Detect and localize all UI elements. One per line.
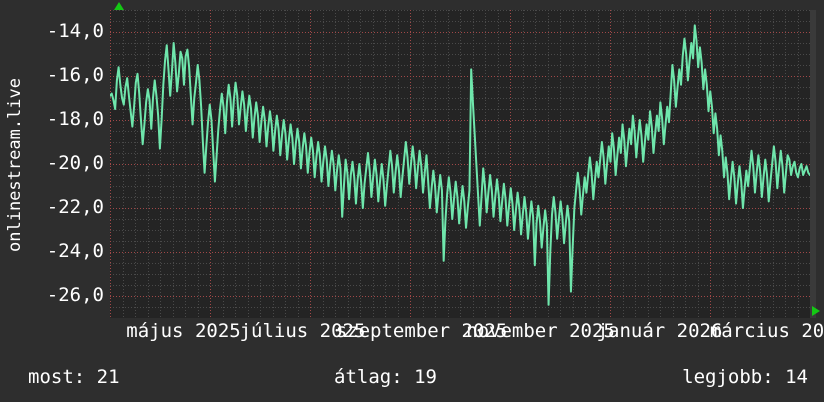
y-tick-label: -16,0 [46,64,104,86]
y-tick-label: -18,0 [46,108,104,130]
x-tick-label: július 2025 [239,320,366,342]
y-axis-arrow-icon [114,2,124,10]
y-tick-label: -24,0 [46,240,104,262]
grid-lines [110,10,810,318]
stats-footer: most: 21 átlag: 19 legjobb: 14 [0,358,824,402]
x-tick-label: január 2026 [596,320,723,342]
data-series-line [110,24,810,306]
x-tick-label: március 2026 [709,320,824,342]
y-tick-label: -20,0 [46,152,104,174]
stat-now: most: 21 [28,366,120,388]
plot-right-edge [810,10,816,318]
x-axis-arrow-icon [812,306,820,316]
plot-area [110,10,810,318]
y-tick-label: -26,0 [46,284,104,306]
x-tick-label: május 2025 [126,320,241,342]
x-axis-tick-labels: május 2025 július 2025 szeptember 2025 nove… [0,320,824,350]
x-tick-label: november 2025 [466,320,615,342]
y-tick-label: -22,0 [46,196,104,218]
x-tick-label: szeptember 2025 [335,320,508,342]
y-axis-tick-labels: -14,0 -16,0 -18,0 -20,0 -22,0 -24,0 -26,0 [0,0,104,330]
stat-best: legjobb: 14 [682,366,808,388]
stat-average: átlag: 19 [334,366,437,388]
y-tick-label: -14,0 [46,20,104,42]
